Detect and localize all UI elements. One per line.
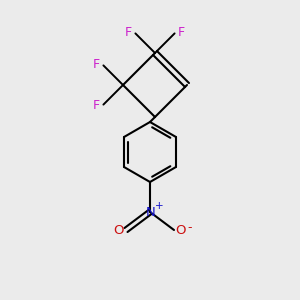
Text: F: F [93, 58, 100, 71]
Text: F: F [93, 99, 100, 112]
Text: F: F [178, 26, 185, 39]
Text: -: - [188, 221, 192, 235]
Text: N: N [146, 206, 156, 218]
Text: O: O [113, 224, 123, 236]
Text: +: + [155, 201, 163, 211]
Text: O: O [175, 224, 185, 236]
Text: F: F [125, 26, 132, 39]
